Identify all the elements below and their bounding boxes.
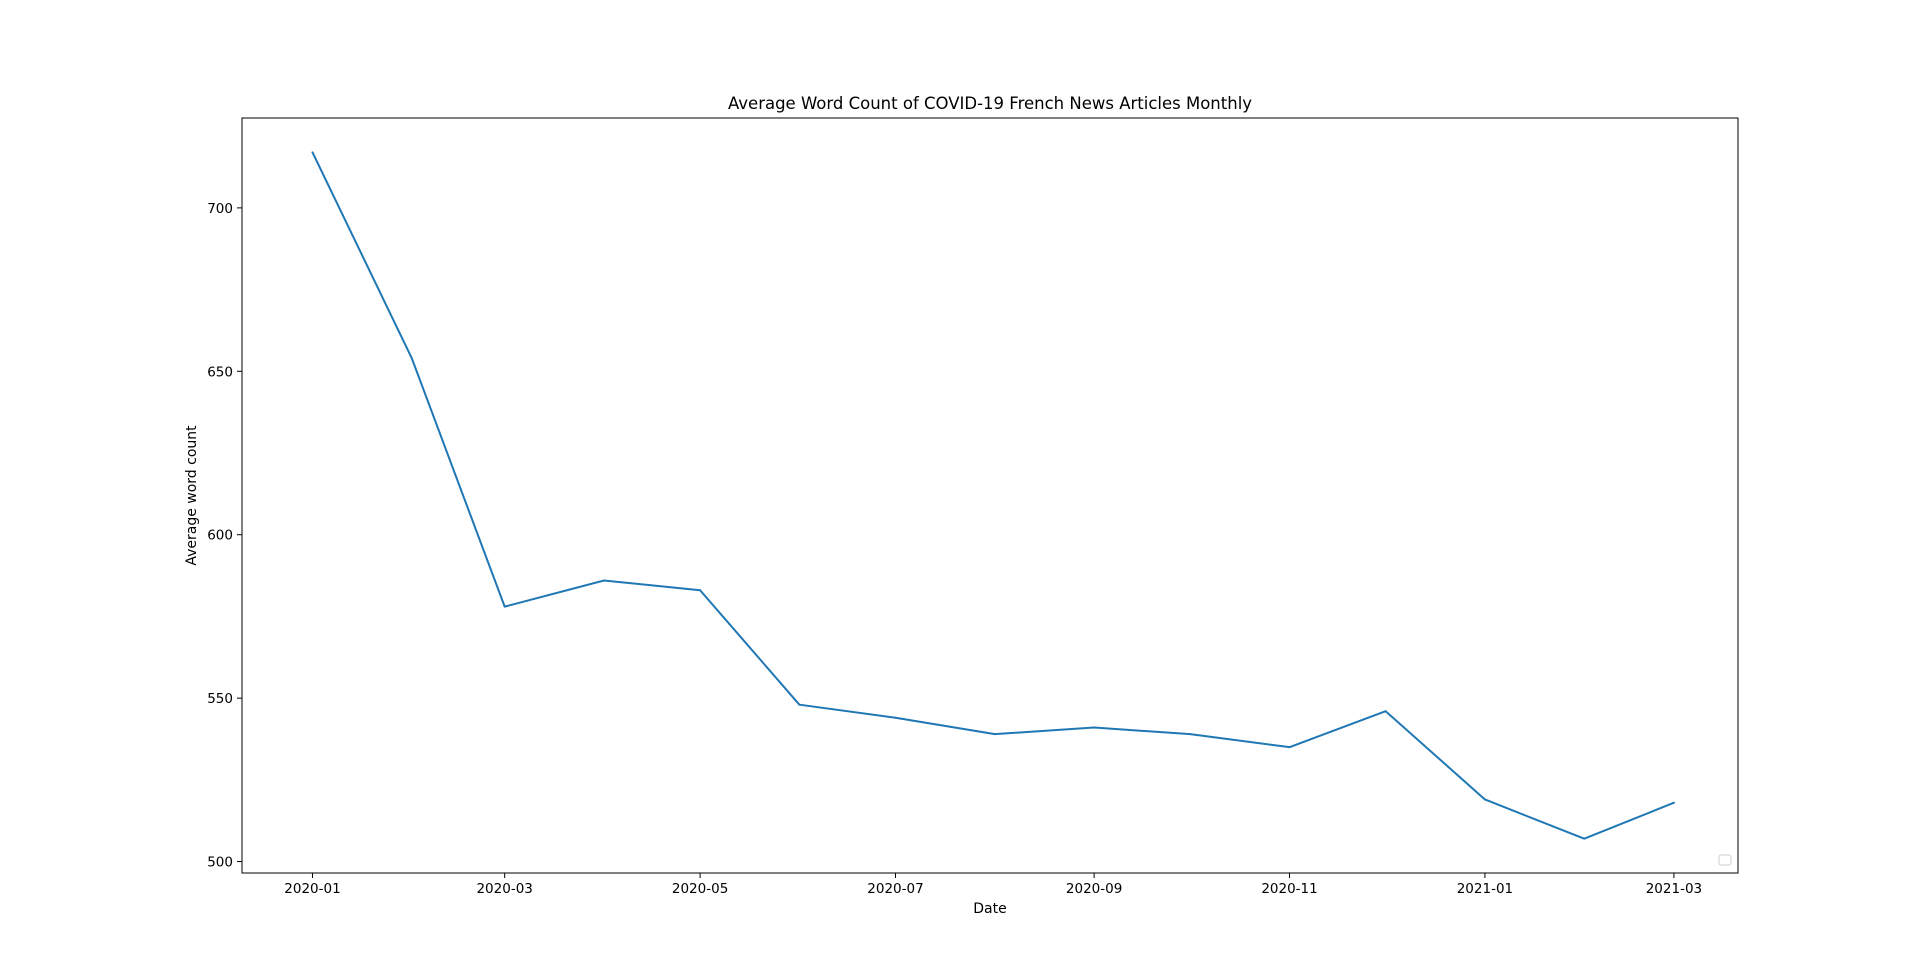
legend-box <box>1718 854 1732 866</box>
x-axis-label: Date <box>973 901 1006 917</box>
data-point <box>1583 837 1586 840</box>
data-point <box>993 733 996 736</box>
data-point <box>699 589 702 592</box>
data-point <box>1288 746 1291 749</box>
x-tick-label: 2020-07 <box>867 881 923 897</box>
data-point <box>798 703 801 706</box>
data-point <box>894 716 897 719</box>
data-point <box>311 151 314 154</box>
x-tick-label: 2020-05 <box>672 881 728 897</box>
y-tick-label: 700 <box>207 201 233 217</box>
data-point <box>1483 798 1486 801</box>
axes-frame <box>241 117 1739 874</box>
x-tick-label: 2020-11 <box>1261 881 1317 897</box>
data-point <box>602 579 605 582</box>
x-tick-label: 2020-01 <box>284 881 340 897</box>
data-point <box>1672 801 1675 804</box>
y-axis-label: Average word count <box>184 425 200 566</box>
x-tick-label: 2021-01 <box>1457 881 1513 897</box>
x-tick-label: 2020-09 <box>1066 881 1122 897</box>
data-point <box>1093 726 1096 729</box>
chart-title: Average Word Count of COVID-19 French Ne… <box>728 94 1252 113</box>
data-point <box>503 605 506 608</box>
x-tick-label: 2020-03 <box>476 881 532 897</box>
x-axis: 2020-01 2020-03 2020-05 2020-07 2020-09 2020-… <box>284 873 1702 897</box>
data-point <box>1384 710 1387 713</box>
y-tick-label: 500 <box>207 855 233 871</box>
y-tick-label: 550 <box>207 691 233 707</box>
data-point <box>410 357 413 360</box>
y-tick-label: 650 <box>207 364 233 380</box>
y-axis: 500 550 600 650 700 <box>207 201 242 871</box>
plot-area <box>311 151 1675 840</box>
data-point <box>1189 733 1192 736</box>
y-tick-label: 600 <box>207 528 233 544</box>
x-tick-label: 2021-03 <box>1646 881 1702 897</box>
